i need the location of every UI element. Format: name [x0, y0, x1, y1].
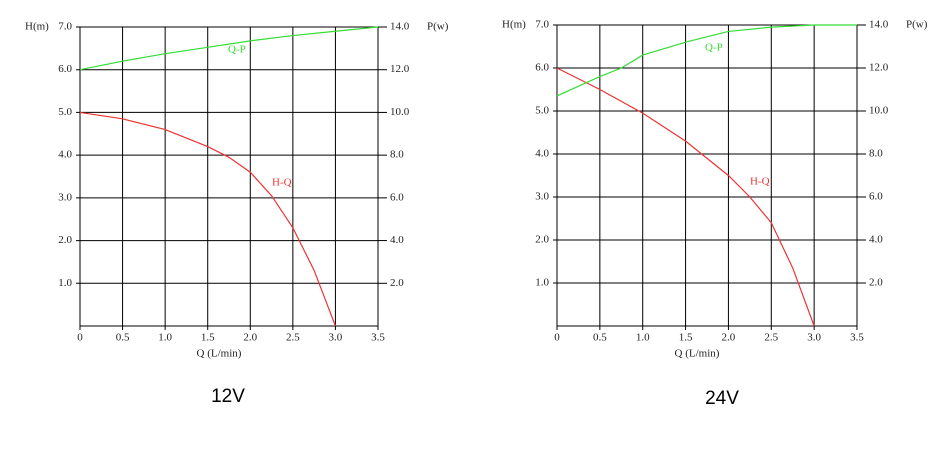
y-tick-label: 7.0: [58, 21, 72, 33]
x-tick-label: 0: [554, 332, 560, 344]
y2-tick-label: 6.0: [869, 191, 883, 203]
y-tick-label: 2.0: [535, 234, 549, 246]
y2-tick-label: 2.0: [390, 277, 404, 289]
y2-tick-label: 12.0: [390, 63, 410, 75]
x-tick-label: 2.0: [722, 332, 736, 344]
x-tick-label: 1.0: [636, 332, 650, 344]
x-tick-label: 3.0: [807, 332, 821, 344]
y-axis-label: H(m): [502, 19, 526, 31]
y-tick-label: 3.0: [535, 191, 549, 203]
x-tick-label: 2.5: [764, 332, 778, 344]
y-tick-label: 6.0: [58, 63, 72, 75]
y-tick-label: 1.0: [58, 277, 72, 289]
chart-caption: 12V: [211, 386, 245, 407]
y-tick-label: 6.0: [535, 62, 549, 74]
y2-tick-label: 10.0: [390, 106, 410, 118]
curve-label: H-Q: [272, 177, 292, 189]
y2-tick-label: 4.0: [869, 234, 883, 246]
x-tick-label: 1.5: [201, 332, 215, 344]
y2-tick-label: 2.0: [869, 277, 883, 289]
y2-tick-label: 4.0: [390, 234, 404, 246]
y-tick-label: 3.0: [58, 191, 72, 203]
y2-tick-label: 14.0: [869, 19, 889, 31]
curve-label: Q-P: [705, 42, 723, 54]
x-tick-label: 0.5: [593, 332, 607, 344]
y2-tick-label: 10.0: [869, 105, 889, 117]
x-tick-label: 1.5: [679, 332, 693, 344]
y-tick-label: 5.0: [58, 106, 72, 118]
y-tick-label: 4.0: [535, 148, 549, 160]
curve-label: Q-P: [228, 44, 246, 56]
x-tick-label: 0: [77, 332, 83, 344]
y2-tick-label: 14.0: [390, 21, 410, 33]
y2-tick-label: 8.0: [869, 148, 883, 160]
curve-label: H-Q: [750, 176, 770, 188]
x-tick-label: 2.0: [243, 332, 257, 344]
y-tick-label: 5.0: [535, 105, 549, 117]
data-line: [79, 26, 379, 71]
x-axis-label: Q (L/min): [197, 348, 242, 360]
x-tick-label: 3.5: [850, 332, 864, 344]
x-tick-label: 3.0: [329, 332, 343, 344]
x-tick-label: 3.5: [371, 332, 385, 344]
y2-axis-label: P(w): [906, 19, 928, 31]
y-tick-label: 2.0: [58, 234, 72, 246]
y-axis-label: H(m): [25, 21, 49, 33]
y-tick-label: 4.0: [58, 149, 72, 161]
data-line: [556, 24, 857, 97]
data-line: [79, 111, 336, 327]
x-tick-label: 2.5: [286, 332, 300, 344]
x-tick-label: 0.5: [116, 332, 130, 344]
y-tick-label: 1.0: [535, 277, 549, 289]
x-tick-label: 1.0: [158, 332, 172, 344]
chart-caption: 24V: [705, 388, 739, 409]
data-line: [556, 67, 815, 327]
y2-tick-label: 6.0: [390, 191, 404, 203]
y2-tick-label: 12.0: [869, 62, 889, 74]
y-tick-label: 7.0: [535, 19, 549, 31]
y2-tick-label: 8.0: [390, 149, 404, 161]
x-axis-label: Q (L/min): [675, 348, 720, 360]
y2-axis-label: P(w): [427, 21, 449, 33]
